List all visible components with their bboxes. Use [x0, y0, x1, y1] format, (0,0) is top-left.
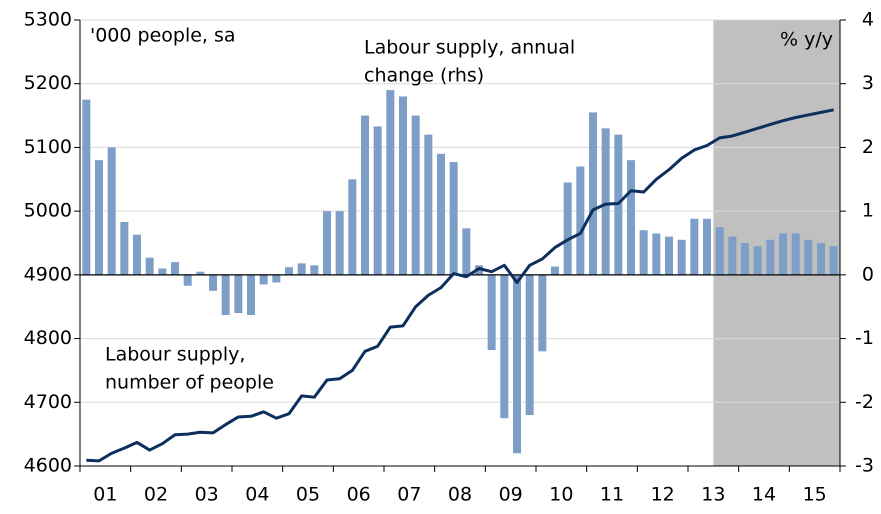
bar: [297, 263, 306, 275]
bar: [715, 227, 724, 275]
bar: [703, 218, 711, 275]
y2-tick-label: 2: [862, 136, 874, 158]
bar: [627, 160, 635, 275]
bar: [259, 274, 268, 285]
x-tick-label: 10: [549, 484, 573, 506]
bar: [551, 266, 559, 275]
bar: [133, 234, 141, 275]
annotation: Labour supply, annual: [364, 37, 575, 59]
bar: [171, 262, 179, 275]
bar: [677, 239, 686, 275]
bar: [373, 126, 382, 275]
bar: [310, 265, 319, 275]
bar: [513, 274, 521, 454]
bar: [500, 274, 509, 419]
bar: [183, 274, 192, 286]
bar: [234, 274, 243, 314]
bar: [462, 228, 471, 275]
bar: [728, 236, 737, 275]
y-tick-label: 4800: [24, 327, 72, 349]
bar: [525, 274, 534, 416]
bar: [665, 236, 673, 275]
bar: [589, 112, 597, 275]
y-tick-label: 5100: [24, 136, 72, 158]
annotation: Labour supply,: [105, 344, 245, 366]
x-tick-label: 05: [296, 484, 320, 506]
bar: [221, 274, 230, 315]
x-tick-label: 01: [93, 484, 117, 506]
x-tick-label: 09: [499, 484, 523, 506]
bar: [639, 230, 648, 275]
y2-tick-label: 3: [862, 72, 874, 94]
x-tick-label: 13: [701, 484, 725, 506]
bar: [804, 239, 813, 275]
bar: [449, 162, 458, 275]
y2-tick-label: -2: [855, 391, 874, 413]
bar: [335, 211, 344, 275]
annotation: change (rhs): [364, 65, 484, 87]
bar: [779, 233, 787, 275]
y-tick-label: 5000: [24, 200, 72, 222]
bar: [247, 274, 255, 315]
bar: [766, 239, 775, 275]
bar: [399, 96, 407, 275]
annotation: number of people: [105, 372, 274, 394]
bar: [145, 257, 154, 275]
y-tick-label: 4600: [24, 455, 72, 477]
bar: [601, 128, 610, 275]
bar: [791, 233, 800, 275]
bar: [741, 243, 749, 275]
bar: [107, 147, 116, 275]
x-tick-label: 12: [651, 484, 675, 506]
x-tick-label: 14: [752, 484, 776, 506]
bar: [487, 274, 496, 351]
bar: [576, 166, 585, 275]
bar: [829, 246, 838, 275]
bar: [323, 211, 331, 275]
x-tick-label: 02: [144, 484, 168, 506]
x-tick-label: 07: [397, 484, 421, 506]
left-axis-note: '000 people, sa: [90, 25, 236, 47]
bar: [361, 115, 369, 275]
x-tick-label: 15: [803, 484, 827, 506]
y-tick-label: 4900: [24, 263, 72, 285]
bar: [652, 233, 661, 275]
bar: [386, 90, 395, 275]
bar: [411, 115, 420, 275]
y2-tick-label: 4: [862, 9, 874, 31]
y2-tick-label: -3: [855, 455, 874, 477]
bar: [120, 221, 129, 275]
bar: [424, 134, 433, 275]
x-tick-label: 11: [600, 484, 624, 506]
bar: [753, 246, 762, 275]
right-axis-note: % y/y: [780, 29, 833, 51]
x-tick-label: 06: [347, 484, 371, 506]
bar: [348, 179, 357, 275]
x-tick-label: 04: [245, 484, 269, 506]
y2-tick-label: 0: [862, 263, 874, 285]
x-tick-label: 08: [448, 484, 472, 506]
bar: [563, 182, 572, 275]
y2-tick-label: -1: [855, 327, 874, 349]
y-tick-label: 4700: [24, 391, 72, 413]
y2-tick-label: 1: [862, 200, 874, 222]
bar: [285, 267, 293, 275]
x-tick-label: 03: [195, 484, 219, 506]
bar: [196, 271, 205, 275]
bar: [82, 99, 91, 275]
bar: [158, 268, 167, 275]
bar: [538, 274, 547, 352]
bar: [95, 160, 103, 275]
bar: [272, 274, 281, 283]
y-tick-label: 5300: [24, 9, 72, 31]
bar: [690, 218, 699, 275]
y-tick-label: 5200: [24, 72, 72, 94]
bar: [209, 274, 217, 291]
line: [86, 108, 834, 463]
bar: [817, 243, 825, 275]
bar: [437, 153, 445, 275]
